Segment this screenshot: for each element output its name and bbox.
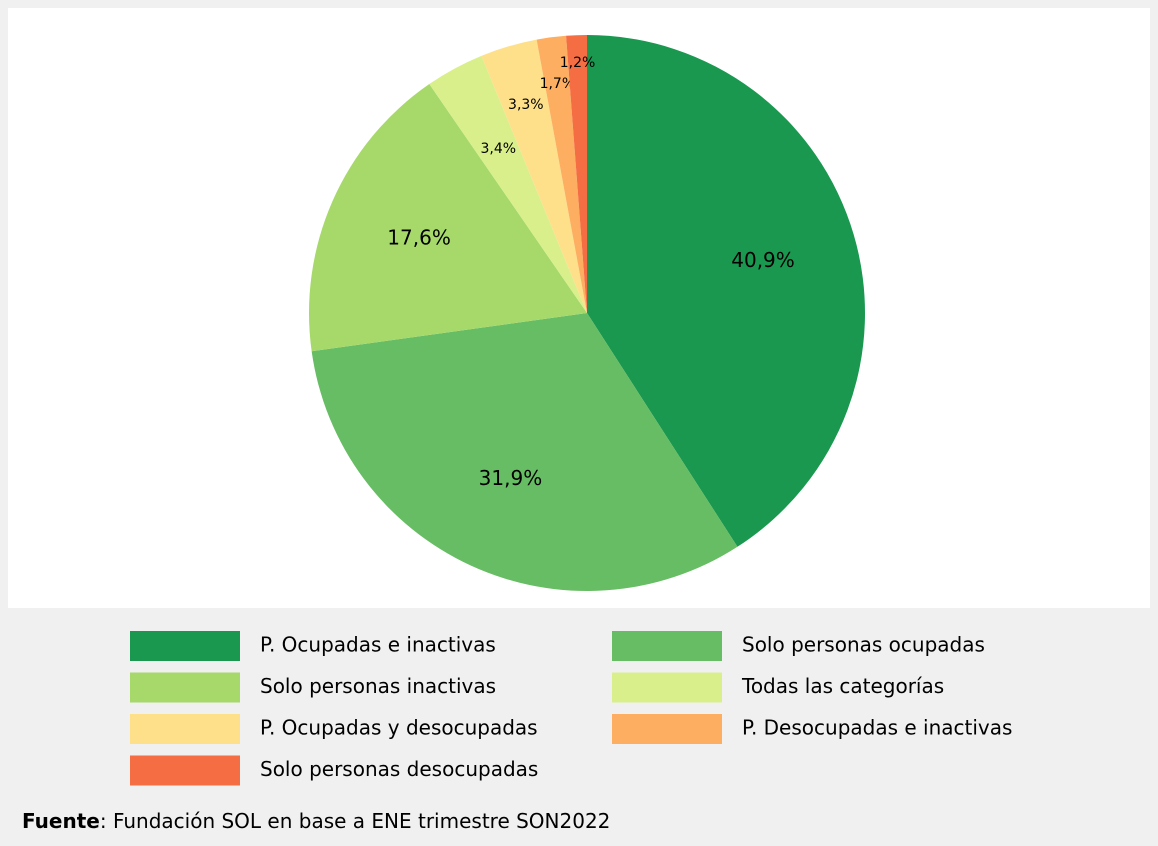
legend-label: Solo personas desocupadas <box>260 757 538 781</box>
pie-slice <box>536 35 587 313</box>
legend-swatch <box>612 631 722 661</box>
legend-label: Solo personas inactivas <box>260 674 496 698</box>
slice-label: 40,9% <box>731 248 795 272</box>
pie-slice <box>587 35 866 547</box>
pie-slice <box>311 313 738 591</box>
slice-label: 3,4% <box>481 141 517 157</box>
slice-label: 17,6% <box>387 226 451 250</box>
legend-label: P. Desocupadas e inactivas <box>742 716 1012 740</box>
slice-label: 31,9% <box>479 466 543 490</box>
legend-label: Todas las categorías <box>741 674 944 698</box>
slice-label: 1,7% <box>540 76 576 92</box>
legend-swatch <box>130 755 240 786</box>
legend-swatch <box>612 714 722 744</box>
legend-label: P. Ocupadas e inactivas <box>260 633 496 657</box>
slice-label: 1,2% <box>560 55 596 71</box>
legend-swatch <box>612 672 722 703</box>
pie-slice <box>309 84 587 352</box>
pie-slice <box>481 39 587 313</box>
source: Fuente: Fundación SOL en base a ENE trim… <box>22 809 610 833</box>
legend-swatch <box>130 714 240 744</box>
legend-swatch <box>130 672 240 703</box>
source-label: Fuente <box>22 809 100 833</box>
legend-label: Solo personas ocupadas <box>742 633 985 657</box>
legend-label: P. Ocupadas y desocupadas <box>260 716 538 740</box>
slice-label: 3,3% <box>508 97 544 113</box>
pie-slice <box>429 55 587 313</box>
source-text: : Fundación SOL en base a ENE trimestre … <box>100 809 611 833</box>
legend-swatch <box>130 631 240 661</box>
pie-slice <box>566 35 587 313</box>
